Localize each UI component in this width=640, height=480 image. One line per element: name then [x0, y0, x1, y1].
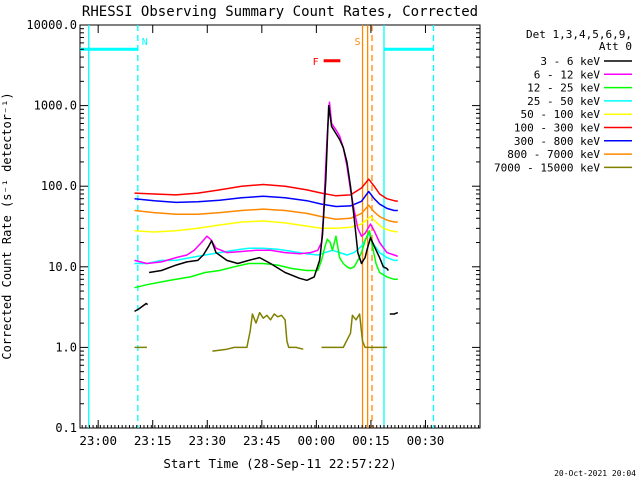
plot-frame — [79, 24, 481, 429]
legend-label-12-25-kev: 12 - 25 keV — [527, 82, 600, 95]
vline-label-n: N — [142, 37, 148, 48]
x-tick-label-6: 00:30 — [407, 433, 445, 448]
x-axis-label: Start Time (28-Sep-11 22:57:22) — [163, 456, 396, 471]
legend-label-3-6-kev: 3 - 6 keV — [540, 55, 600, 68]
series-12-25-kev — [134, 230, 398, 289]
x-tick-label-3: 23:45 — [243, 433, 281, 448]
legend-label-50-100-kev: 50 - 100 keV — [521, 108, 601, 121]
x-tick-label-2: 23:30 — [188, 433, 226, 448]
y-axis-label: Corrected Count Rate (s⁻¹ detector⁻¹) — [0, 92, 14, 359]
y-tick-label-5: 10000.0 — [26, 18, 77, 32]
x-tick-label-4: 00:00 — [298, 433, 336, 448]
legend-header-0: Det 1,3,4,5,6,9, — [526, 28, 632, 41]
chart-title: RHESSI Observing Summary Count Rates, Co… — [82, 4, 478, 20]
x-tick-label-1: 23:15 — [134, 433, 172, 448]
y-tick-label-2: 10.0 — [48, 260, 77, 274]
footer-date: 20-Oct-2021 20:04 — [554, 469, 636, 478]
legend-label-7000-15000-kev: 7000 - 15000 keV — [494, 161, 600, 174]
legend-label-6-12-kev: 6 - 12 keV — [534, 68, 601, 81]
axes-group: 0.1 1.0 10.0 100.0 1000.0 10000.0 23:00 23:15 23… — [26, 18, 480, 448]
legend-label-300-800-kev: 300 - 800 keV — [514, 135, 600, 148]
series-100-300-kev — [134, 178, 398, 203]
y-tick-label-0: 0.1 — [55, 421, 77, 435]
vline-label-s: S — [355, 37, 361, 48]
flag-label-f: F — [313, 57, 319, 68]
y-tick-label-3: 100.0 — [41, 179, 77, 193]
x-tick-label-0: 23:00 — [79, 433, 117, 448]
series-800-7000-kev — [134, 204, 398, 223]
series-300-800-kev — [134, 190, 398, 212]
legend-header-1: Att 0 — [599, 40, 632, 53]
series-3-6-kev — [134, 104, 399, 315]
series-group — [134, 101, 399, 352]
series-7000-15000-kev — [135, 313, 398, 352]
y-tick-label-4: 1000.0 — [34, 99, 77, 113]
legend-label-800-7000-kev: 800 - 7000 keV — [507, 148, 600, 161]
legend-label-25-50-kev: 25 - 50 keV — [527, 95, 600, 108]
y-tick-label-1: 1.0 — [55, 340, 77, 354]
series-50-100-kev — [134, 215, 398, 233]
series-6-12-kev — [134, 101, 399, 265]
legend-label-100-300-kev: 100 - 300 keV — [514, 122, 600, 135]
x-tick-label-5: 00:15 — [352, 433, 390, 448]
